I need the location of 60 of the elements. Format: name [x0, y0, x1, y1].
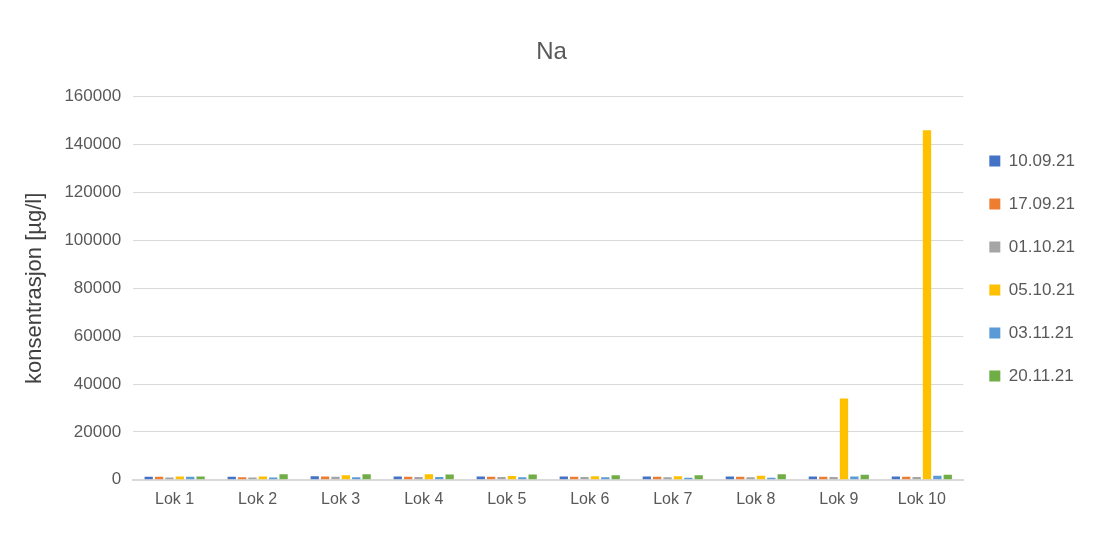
y-tick-label: 20000	[73, 421, 122, 441]
bar	[725, 476, 734, 480]
bar	[746, 477, 755, 480]
bar	[777, 474, 786, 480]
bar	[476, 476, 485, 480]
legend-label: 03.11.21	[1008, 322, 1074, 342]
legend-label: 10.09.21	[1008, 150, 1076, 170]
bar	[912, 476, 921, 480]
bar	[933, 475, 942, 480]
legend-label: 17.09.21	[1008, 193, 1076, 213]
x-tick-label: Lok 2	[238, 489, 278, 507]
y-axis-title: konsentrasjon [µg/l]	[21, 192, 47, 384]
x-tick-label: Lok 6	[570, 489, 610, 507]
bar	[362, 474, 371, 480]
bar	[808, 476, 817, 480]
bar	[279, 474, 288, 480]
x-tick-label: Lok 5	[487, 489, 527, 507]
y-tick-label: 140000	[64, 134, 122, 154]
chart-title: Na	[536, 37, 568, 65]
bar	[590, 476, 600, 480]
bar	[694, 475, 703, 480]
bar	[663, 477, 672, 480]
bar	[175, 476, 184, 480]
bar	[414, 476, 423, 480]
bar	[341, 475, 351, 480]
bar	[850, 476, 859, 480]
bar	[445, 474, 454, 480]
bar	[497, 476, 506, 480]
x-tick-label: Lok 1	[155, 489, 195, 507]
bar	[393, 476, 402, 480]
bar	[196, 476, 205, 480]
y-tick-label: 160000	[64, 86, 122, 106]
bar	[580, 476, 589, 480]
y-tick-label: 100000	[64, 230, 122, 250]
y-tick-label: 120000	[64, 182, 122, 202]
bar	[839, 398, 849, 480]
y-tick-label: 0	[111, 469, 122, 489]
legend-label: 05.10.21	[1008, 279, 1076, 299]
x-tick-label: Lok 10	[897, 489, 946, 507]
legend-label: 01.10.21	[1008, 236, 1076, 256]
x-tick-label: Lok 4	[404, 489, 444, 507]
bar	[922, 130, 932, 480]
x-tick-label: Lok 8	[736, 489, 776, 507]
bar	[642, 476, 651, 480]
bar	[258, 476, 267, 480]
bar	[673, 476, 683, 480]
bar	[310, 476, 319, 480]
bar	[891, 476, 901, 480]
x-tick-label: Lok 3	[321, 489, 361, 507]
bar	[611, 475, 620, 480]
x-tick-label: Lok 7	[653, 489, 693, 507]
y-tick-label: 60000	[73, 325, 122, 345]
bar	[424, 474, 434, 480]
y-tick-label: 80000	[73, 277, 122, 297]
bar	[320, 476, 330, 480]
y-tick-label: 40000	[73, 373, 122, 393]
legend-label: 20.11.21	[1008, 365, 1074, 385]
x-tick-label: Lok 9	[819, 489, 859, 507]
bar	[559, 476, 568, 480]
bar	[829, 476, 838, 480]
